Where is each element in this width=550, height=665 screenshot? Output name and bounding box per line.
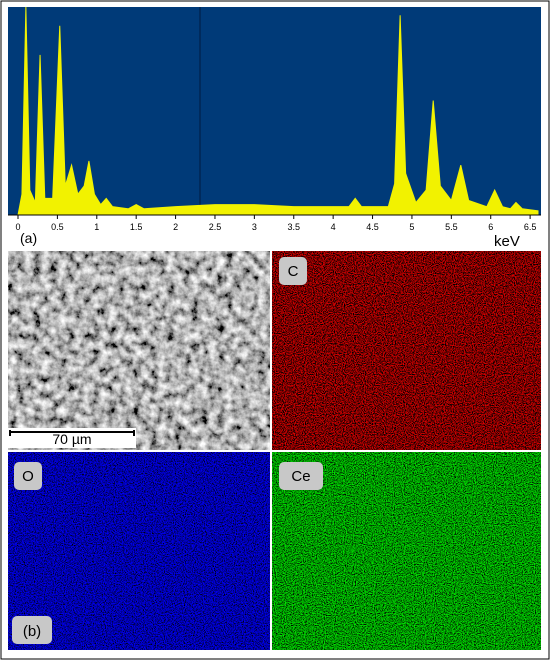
sem-image xyxy=(8,251,270,450)
element-label-box xyxy=(14,462,42,490)
x-tick-label: 2.5 xyxy=(209,222,222,232)
spectrum-area xyxy=(17,6,539,216)
x-tick-label: 0 xyxy=(15,222,20,232)
element-label: O xyxy=(22,468,34,485)
scale-bar xyxy=(9,430,135,436)
x-tick-label: 4 xyxy=(331,222,336,232)
element-label: Ce xyxy=(291,468,310,485)
x-tick-label: 6 xyxy=(488,222,493,232)
x-axis-label: keV xyxy=(494,233,520,250)
oxygen-map xyxy=(8,452,270,650)
x-tick-label: 0.5 xyxy=(51,222,64,232)
x-tick-label: 6.5 xyxy=(524,222,537,232)
x-tick-label: 5 xyxy=(409,222,414,232)
carbon-map xyxy=(272,251,541,450)
x-tick-label: 5.5 xyxy=(445,222,458,232)
element-label-box xyxy=(279,257,307,285)
x-tick-label: 3 xyxy=(252,222,257,232)
x-tick-label: 2 xyxy=(173,222,178,232)
element-label-box xyxy=(279,462,323,490)
panel-label-box xyxy=(12,616,52,644)
spectrum: 0 0.5 1 1.5 2 2.5 3 3.5 4 4.5 5 5.5 6 6.5 xyxy=(8,6,541,232)
scale-bar-label: 70 µm xyxy=(52,431,91,447)
panel-label: (a) xyxy=(20,230,37,246)
x-tick-label: 1.5 xyxy=(130,222,143,232)
element-label: C xyxy=(288,263,299,280)
x-tick-label: 1 xyxy=(94,222,99,232)
panel-label: (b) xyxy=(23,623,41,640)
x-tick-label: 4.5 xyxy=(366,222,379,232)
x-tick-label: 3.5 xyxy=(287,222,300,232)
plot-background xyxy=(8,7,541,215)
